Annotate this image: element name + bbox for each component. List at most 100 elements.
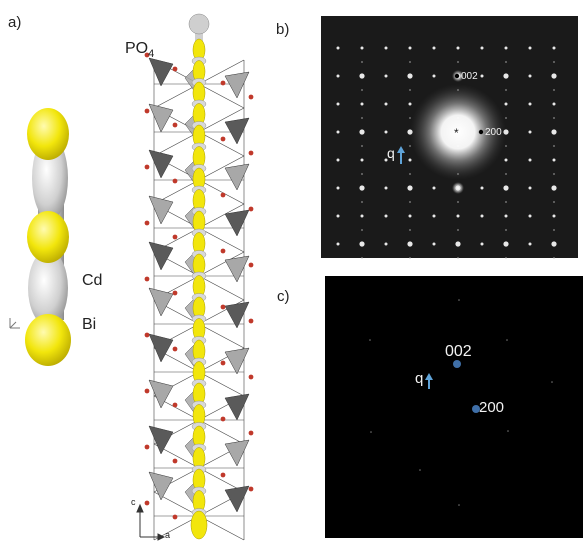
diffraction-spot [432,186,436,190]
diffraction-spot [503,73,509,79]
diffraction-spot [551,129,557,135]
oxygen-atom [220,248,226,254]
satellite-spot [409,173,411,175]
diffraction-spot [336,130,340,134]
satellite-spot [457,61,459,63]
oxygen-atom [144,388,150,394]
satellite-spot [505,229,507,231]
diffraction-spot [480,46,484,50]
po4-tetrahedron [224,255,250,283]
oxygen-atom [144,500,150,506]
po4-tetrahedron [224,347,250,375]
bi-atom [190,510,208,540]
diffraction-spot [480,242,484,246]
oxygen-atom [144,220,150,226]
diffraction-spot [407,185,413,191]
satellite-spot [505,201,507,203]
diffraction-spot [480,214,484,218]
diffraction-c-background [325,276,583,538]
satellite-spot [361,257,363,259]
diffraction-spot [408,102,412,106]
oxygen-atom [144,164,150,170]
diffraction-spot [384,46,388,50]
satellite-spot [361,145,363,147]
bi-atom [27,108,69,160]
oxygen-atom [144,52,150,58]
oxygen-atom [248,262,254,268]
oxygen-atom [172,346,178,352]
satellite-spot [361,173,363,175]
diffraction-spot [384,130,388,134]
diffraction-spot [528,214,532,218]
diffraction-spot [384,102,388,106]
oxygen-atom [220,304,226,310]
satellite-spot [457,201,459,203]
oxygen-atom [220,136,226,142]
spot-label-200-b: 200 [485,127,502,138]
satellite-spot [361,117,363,119]
diffraction-spot [455,241,461,247]
oxygen-atom [144,108,150,114]
oxygen-atom [220,472,226,478]
diffraction-spot [528,46,532,50]
po4-tetrahedron [224,209,250,237]
diffraction-spot [432,46,436,50]
oxygen-atom [248,318,254,324]
po4-tetrahedron [148,471,174,501]
marker-002 [454,73,460,79]
po4-tetrahedron [224,117,250,145]
diffraction-spot [551,185,557,191]
oxygen-atom [248,430,254,436]
oxygen-atom [172,122,178,128]
diffraction-spot [360,214,364,218]
oxygen-atom [172,458,178,464]
diffraction-spot [480,74,484,78]
satellite-spot [505,89,507,91]
diffraction-spot [528,74,532,78]
diffraction-spot [432,242,436,246]
diffraction-spot [432,214,436,218]
satellite-spot [505,257,507,259]
diffraction-spot [503,185,509,191]
diffraction-spot [408,214,412,218]
po4-tetrahedron [148,425,174,455]
satellite-spot [553,117,555,119]
panel-label-a: a) [8,14,22,31]
po4-tetrahedron [224,301,250,329]
satellite-spot [409,257,411,259]
po4-tetrahedron [148,241,174,271]
q-label-c: q [415,370,424,387]
satellite-spot [553,61,555,63]
oxygen-atom [172,514,178,520]
diffraction-spot [360,102,364,106]
diffraction-spot [359,129,365,135]
diffraction-spot [384,74,388,78]
po4-tetrahedron [148,333,174,363]
diffraction-spot [528,158,532,162]
diffraction-spot [528,102,532,106]
po4-tetrahedron [224,485,250,513]
axis-c-label: c [131,497,136,507]
oxygen-atom [144,444,150,450]
diffraction-spot [408,158,412,162]
diffraction-spot [528,186,532,190]
diffraction-spot [407,73,413,79]
diffraction-spot [336,158,340,162]
panel-label-b: b) [276,21,290,38]
diffraction-spot [432,74,436,78]
diffraction-spot [504,214,508,218]
oxygen-atom [172,66,178,72]
spot-label-002-c: 002 [445,343,472,360]
diffraction-spot [551,73,557,79]
diffraction-spot [504,102,508,106]
small-axis-icon [9,318,20,329]
oxygen-atom [220,416,226,422]
diffraction-spot [359,73,365,79]
satellite-spot [361,61,363,63]
satellite-spot [553,229,555,231]
diffraction-spot [504,158,508,162]
oxygen-atom [220,80,226,86]
diffraction-spot [504,46,508,50]
